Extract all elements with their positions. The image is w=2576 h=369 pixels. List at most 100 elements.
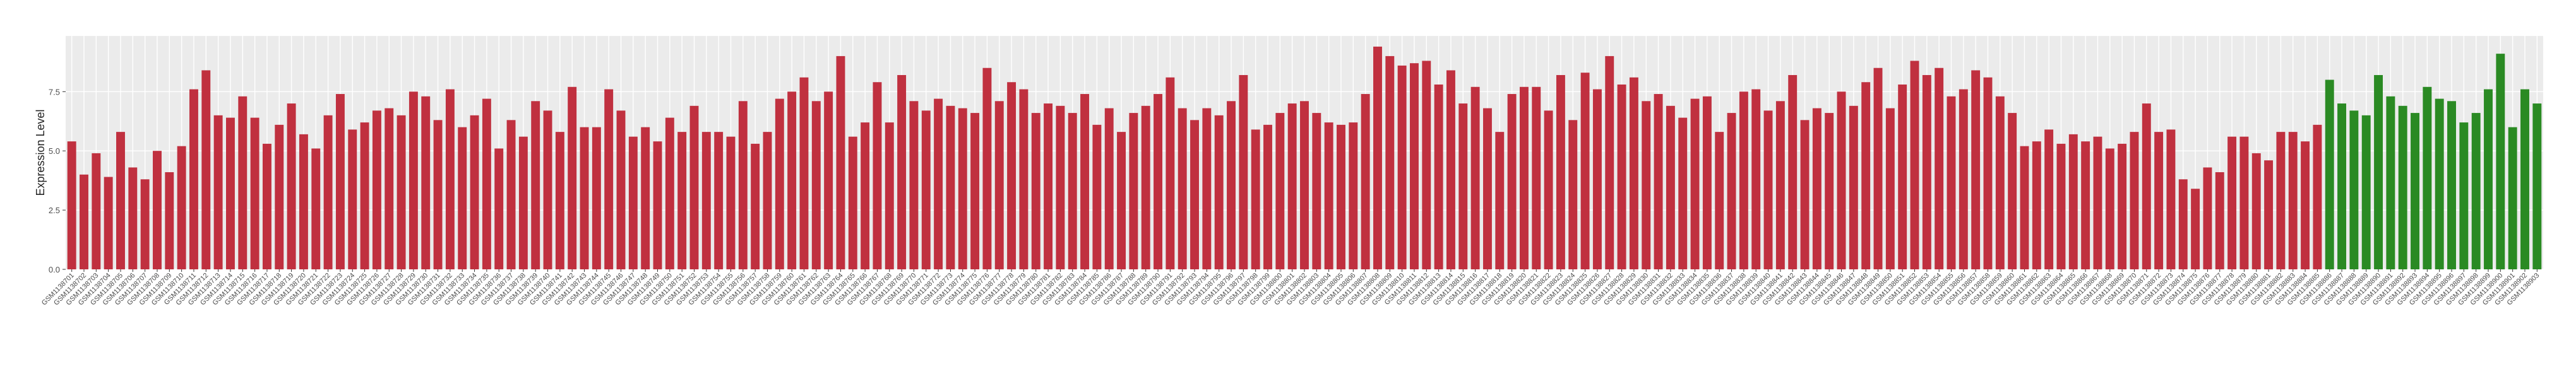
bar	[2337, 103, 2347, 269]
y-tick-label: 2.5	[49, 206, 60, 215]
bar	[604, 89, 614, 269]
bar	[665, 117, 674, 269]
bar	[1544, 110, 1553, 269]
bar	[1654, 94, 1663, 269]
bar	[116, 132, 125, 269]
bar	[1275, 113, 1285, 269]
bar	[1312, 113, 1321, 269]
bar	[1129, 113, 1138, 269]
bar	[1556, 74, 1565, 269]
bar	[2008, 113, 2017, 269]
bar	[1812, 108, 1822, 269]
bar	[1422, 61, 1431, 270]
bar	[1031, 113, 1041, 269]
bar	[628, 136, 638, 269]
bar	[2447, 101, 2456, 269]
bar	[1910, 61, 1919, 270]
bar	[531, 101, 540, 269]
bar	[360, 122, 369, 269]
bar	[1141, 105, 1150, 269]
bar	[2056, 143, 2066, 269]
bar	[1263, 124, 1272, 269]
bar	[2532, 103, 2542, 269]
bar	[238, 96, 247, 269]
bar	[2142, 103, 2151, 269]
bar	[2044, 129, 2054, 269]
bar	[1763, 110, 1773, 269]
bar	[445, 89, 455, 269]
bar	[2105, 148, 2114, 269]
bar	[104, 177, 113, 269]
bar	[2484, 89, 2493, 269]
bar	[885, 122, 894, 269]
bar	[921, 110, 931, 269]
bar	[397, 115, 406, 269]
bar	[2215, 172, 2224, 269]
bar	[385, 108, 394, 269]
bar	[128, 167, 138, 269]
bar	[701, 132, 711, 269]
bar	[1166, 77, 1175, 270]
bar	[458, 127, 467, 269]
bar	[2068, 134, 2078, 269]
bar	[1104, 108, 1114, 269]
bar	[787, 91, 797, 269]
bar	[1214, 115, 1224, 269]
bar	[2203, 167, 2212, 269]
bar	[140, 179, 150, 269]
bar	[934, 98, 943, 269]
bar	[1971, 70, 1981, 269]
y-tick-label: 7.5	[49, 87, 60, 97]
bar	[2166, 129, 2176, 269]
bar	[799, 77, 809, 270]
bar	[335, 94, 345, 269]
bar	[1739, 91, 1748, 269]
bar	[2374, 74, 2383, 269]
bar	[1470, 86, 1480, 270]
bar	[1507, 94, 1517, 269]
bar	[1056, 105, 1065, 269]
bar	[1568, 120, 1578, 269]
bar	[2093, 136, 2102, 269]
bar	[189, 89, 198, 269]
bar	[641, 127, 650, 269]
bar	[775, 98, 784, 269]
bar	[2313, 124, 2322, 269]
bar	[1532, 86, 1541, 270]
bar	[506, 120, 516, 269]
bar	[1629, 77, 1638, 270]
bar	[1861, 82, 1871, 270]
bar	[1044, 103, 1053, 269]
bar	[2178, 179, 2188, 269]
bar	[1410, 63, 1419, 269]
bar	[1287, 103, 1297, 269]
bar	[653, 141, 662, 269]
bar	[1446, 70, 1455, 269]
bar	[1080, 94, 1090, 269]
bar	[1751, 89, 1761, 269]
bar	[1092, 124, 1102, 269]
bar	[1397, 65, 1407, 269]
bar	[494, 148, 504, 269]
bar	[1995, 96, 2005, 269]
bar	[1947, 96, 1956, 269]
bar	[897, 74, 907, 269]
bar	[1178, 108, 1187, 269]
bar	[165, 172, 174, 269]
bar	[861, 122, 870, 269]
bar	[1885, 108, 1895, 269]
bar	[2276, 132, 2286, 269]
bar	[1458, 103, 1468, 269]
bar	[873, 82, 882, 270]
bar	[421, 96, 431, 269]
bar	[92, 153, 101, 269]
bar	[2288, 132, 2298, 269]
bar	[738, 101, 748, 269]
bar	[836, 56, 845, 270]
bar	[1605, 56, 1614, 270]
bar	[2251, 153, 2261, 269]
bar	[555, 132, 564, 269]
bar	[1495, 132, 1505, 269]
y-axis-label: Expression Level	[34, 109, 47, 196]
bar	[1983, 77, 1993, 270]
